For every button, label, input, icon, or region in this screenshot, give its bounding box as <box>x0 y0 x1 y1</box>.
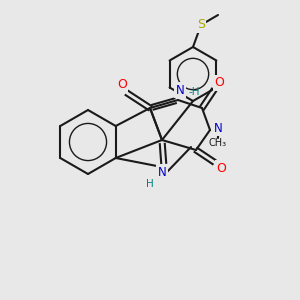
Text: O: O <box>216 161 226 175</box>
Text: N: N <box>176 83 184 97</box>
Text: S: S <box>197 19 205 32</box>
Text: -H: -H <box>188 87 200 97</box>
Text: H: H <box>146 179 154 189</box>
Text: N: N <box>158 166 166 178</box>
Text: O: O <box>214 76 224 89</box>
Text: O: O <box>117 79 127 92</box>
Text: N: N <box>214 122 222 134</box>
Text: CH₃: CH₃ <box>209 138 227 148</box>
